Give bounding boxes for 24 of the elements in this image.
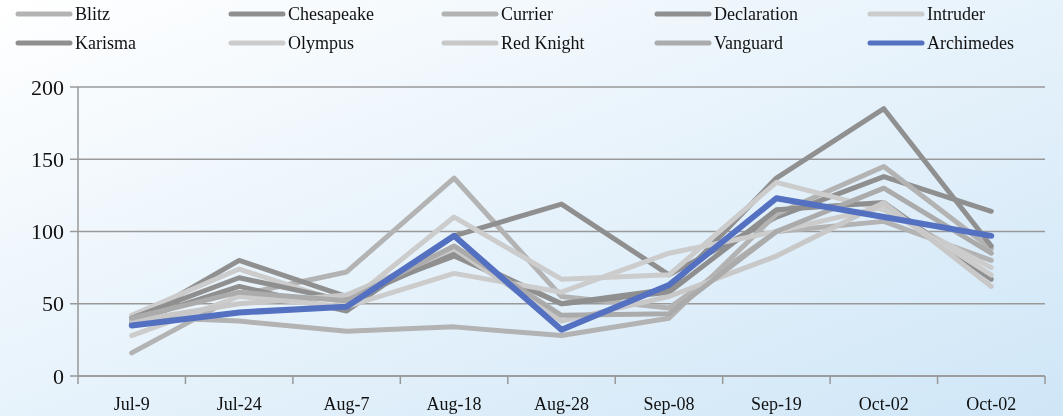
x-tick-label: Sep-19 bbox=[750, 394, 802, 414]
x-tick-label: Jul-9 bbox=[113, 394, 150, 414]
legend-label: Karisma bbox=[75, 33, 136, 53]
legend-label: Blitz bbox=[75, 4, 111, 24]
legend-label: Intruder bbox=[927, 4, 985, 24]
y-tick-label: 150 bbox=[31, 146, 64, 172]
y-tick-label: 200 bbox=[31, 74, 64, 100]
y-tick-label: 100 bbox=[31, 219, 64, 245]
legend-label: Declaration bbox=[714, 4, 798, 24]
y-tick-label: 50 bbox=[42, 291, 64, 317]
x-tick-label: Jul-24 bbox=[216, 394, 262, 414]
x-tick-label: Aug-7 bbox=[323, 394, 370, 414]
x-tick-label: Aug-18 bbox=[426, 394, 482, 414]
legend-label: Vanguard bbox=[714, 33, 783, 53]
x-tick-label: Oct-02 bbox=[858, 394, 909, 414]
legend-label: Chesapeake bbox=[288, 4, 374, 24]
legend-label: Archimedes bbox=[927, 33, 1014, 53]
x-tick-label: Aug-28 bbox=[534, 394, 589, 414]
legend-label: Red Knight bbox=[501, 33, 585, 53]
y-tick-label: 0 bbox=[53, 363, 64, 389]
legend-label: Currier bbox=[501, 4, 553, 24]
legend-label: Olympus bbox=[288, 33, 355, 53]
x-tick-label: Oct-02 bbox=[966, 394, 1017, 414]
x-tick-label: Sep-08 bbox=[643, 394, 695, 414]
